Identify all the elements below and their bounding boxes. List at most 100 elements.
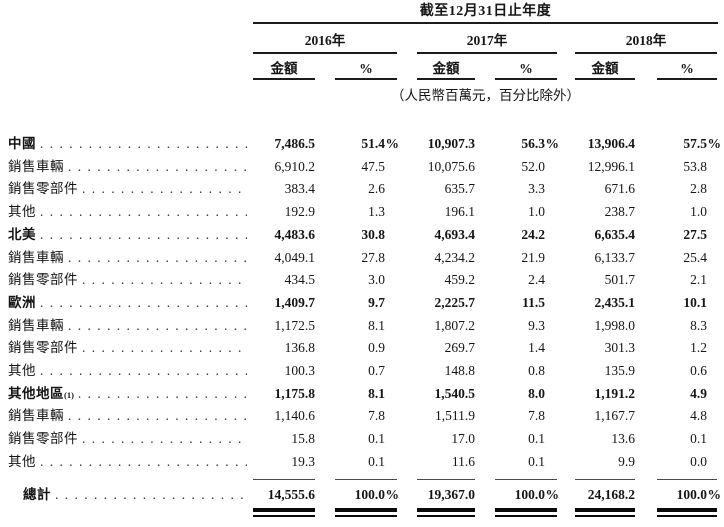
cell-text: 0.1 [690,431,707,447]
dot-leader [68,246,247,269]
percent-value: 8.0 [495,382,559,405]
amount-value: 383.4 [253,177,315,200]
row-label: 銷售車輛 [8,158,64,174]
percent-value: 3.0 [335,268,399,291]
row-label: 其他 [8,363,36,378]
row-label: 歐洲 [8,294,36,310]
percent-sign: % [385,487,400,502]
percent-value: 8.1 [335,314,399,337]
cell-text: 671.6 [604,181,635,197]
amount-value: 4,483.6 [253,223,316,246]
col-header-amount: 金額 [432,61,460,76]
amount-value: 1,409.7 [253,291,316,314]
percent-value: 52.0 [495,155,559,178]
col-header-percent: % [680,61,694,76]
amount-value: 11.6 [417,450,475,473]
cell-text: 1,998.0 [594,317,636,333]
year-header-2017: 2017年 [466,33,508,48]
amount-value: 13,906.4 [575,132,635,155]
percent-value: 0.1 [495,427,559,450]
amount-value: 14,555.6 [253,483,315,506]
amount-value: 17.0 [417,427,475,450]
amount-value: 135.9 [575,359,635,382]
dot-leader [68,314,247,337]
percent-value: 27.5 [657,223,721,246]
cell-text: 6,910.2 [274,158,316,174]
dot-leader [55,483,247,506]
row-label-cell: 銷售車輛 [0,246,253,269]
row-label-cell: 歐洲 [0,291,253,314]
row-label-cell: 銷售零部件 [0,336,253,359]
column-underline [335,78,397,80]
cell-text: 100.3 [284,363,315,378]
percent-value: 10.1 [657,291,721,314]
column-underline [657,78,717,80]
dot-leader [82,177,247,200]
year-underline [253,52,397,54]
cell-text: 7,486.5 [274,136,316,151]
amount-value: 269.7 [417,336,475,359]
percent-value: 7.8 [495,404,559,427]
year-underline [575,52,717,54]
cell-text: 15.8 [291,431,315,447]
amount-value: 459.2 [417,268,475,291]
percent-value: 0.7 [335,359,399,382]
column-underline [495,78,557,80]
dot-leader [40,291,247,314]
amount-value: 301.3 [575,336,635,359]
row-label-cell: 其他 [0,200,253,223]
percent-value: 0.0 [657,450,721,473]
cell-text: 459.2 [444,272,475,288]
year-header-2016: 2016年 [304,33,346,48]
cell-text: 3.3 [528,181,545,197]
row-label-cell: 其他 [0,450,253,473]
cell-text: 10.1 [683,294,707,310]
cell-text: 24,168.2 [587,487,635,502]
amount-value: 10,907.3 [417,132,475,155]
percent-value: 9.7 [335,291,399,314]
cell-text: 269.7 [444,340,475,356]
cell-text: 51.4 [361,136,385,151]
cell-text: 1,409.7 [274,294,316,310]
cell-text: 100.0 [354,487,385,502]
cell-text: 52.0 [521,158,545,174]
amount-value: 15.8 [253,427,315,450]
percent-value: 11.5 [495,291,559,314]
cell-text: 19,367.0 [427,487,475,502]
cell-text: 1,191.2 [594,385,636,401]
cell-text: 0.6 [690,363,707,378]
cell-text: 0.8 [528,363,545,378]
row-label-cell: 銷售車輛 [0,404,253,427]
amount-value: 6,133.7 [575,246,636,269]
total-double-rule [417,508,475,517]
table-row: 銷售車輛 4,049.1 27.8 4,234.2 21.9 6,133.7 25.4 [0,246,721,269]
row-label: 銷售零部件 [8,431,78,447]
percent-value: 21.9 [495,246,559,269]
cell-text: 1,511.9 [435,408,475,424]
cell-text: 14,555.6 [267,487,315,502]
table-row: 歐洲 1,409.7 9.7 2,225.7 11.5 2,435.1 10.1 [0,291,721,314]
row-label-cell: 銷售零部件 [0,427,253,450]
dot-leader [68,155,247,178]
amount-value: 192.9 [253,200,315,223]
amount-value: 9.9 [575,450,635,473]
cell-text: 30.8 [361,226,385,242]
percent-value: 2.6 [335,177,399,200]
dot-leader [82,427,247,450]
percent-value: 100.0% [335,483,399,506]
cell-text: 1.2 [690,340,707,356]
cell-text: 17.0 [451,431,475,447]
cell-text: 2,435.1 [594,294,636,310]
cell-text: 53.8 [683,158,707,174]
amount-value: 1,998.0 [575,314,636,337]
cell-text: 9.9 [618,453,635,469]
amount-value: 24,168.2 [575,483,635,506]
table-row: 銷售零部件 434.5 3.0 459.2 2.4 501.7 2.1 [0,268,721,291]
cell-text: 0.1 [528,431,545,447]
cell-text: 4,049.1 [274,249,316,265]
cell-text: 1,167.7 [594,408,636,424]
cell-text: 1,807.2 [434,317,476,333]
row-label: 其他 [8,453,36,469]
table-row: 銷售車輛 1,172.5 8.1 1,807.2 9.3 1,998.0 8.3 [0,314,721,337]
row-label: 中國 [8,136,36,151]
